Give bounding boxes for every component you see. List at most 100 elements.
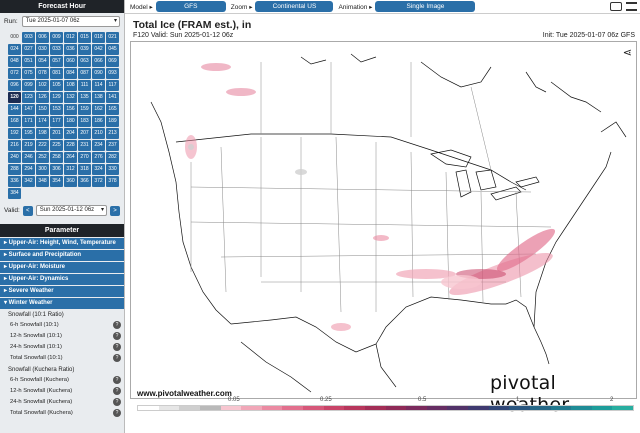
forecast-hour-button[interactable]: 036	[64, 44, 77, 55]
forecast-hour-button[interactable]: 084	[64, 68, 77, 79]
forecast-hour-button[interactable]: 240	[8, 152, 21, 163]
forecast-hour-button[interactable]: 108	[64, 80, 77, 91]
forecast-hour-button[interactable]: 330	[106, 164, 119, 175]
parameter-category[interactable]: ▸ Upper-Air: Dynamics	[0, 274, 124, 285]
forecast-hour-button[interactable]: 294	[22, 164, 35, 175]
forecast-hour-button[interactable]: 156	[64, 104, 77, 115]
forecast-hour-button[interactable]: 066	[92, 56, 105, 67]
forecast-hour-button[interactable]: 222	[36, 140, 49, 151]
forecast-hour-button[interactable]: 030	[36, 44, 49, 55]
forecast-hour-button[interactable]: 189	[106, 116, 119, 127]
forecast-hour-button[interactable]: 093	[106, 68, 119, 79]
forecast-hour-button[interactable]: 069	[106, 56, 119, 67]
forecast-hour-button[interactable]: 225	[50, 140, 63, 151]
forecast-hour-button[interactable]: 111	[78, 80, 91, 91]
forecast-hour-button[interactable]: 186	[92, 116, 105, 127]
forecast-hour-button[interactable]: 048	[8, 56, 21, 67]
forecast-hour-button[interactable]: 168	[8, 116, 21, 127]
forecast-hour-button[interactable]: 216	[8, 140, 21, 151]
parameter-item[interactable]: Total Snowfall (10:1)?	[0, 353, 124, 364]
forecast-hour-button[interactable]: 051	[22, 56, 35, 67]
forecast-hour-button[interactable]: 246	[22, 152, 35, 163]
forecast-hour-button[interactable]: 072	[8, 68, 21, 79]
forecast-hour-button[interactable]: 282	[106, 152, 119, 163]
forecast-hour-button[interactable]: 348	[36, 176, 49, 187]
forecast-hour-button[interactable]: 018	[92, 32, 105, 43]
forecast-hour-button[interactable]: 102	[36, 80, 49, 91]
forecast-hour-button[interactable]: 003	[22, 32, 35, 43]
forecast-hour-button[interactable]: 057	[50, 56, 63, 67]
forecast-hour-button[interactable]: 219	[22, 140, 35, 151]
forecast-hour-button[interactable]: 336	[8, 176, 21, 187]
forecast-hour-button[interactable]: 039	[78, 44, 91, 55]
forecast-hour-button[interactable]: 042	[92, 44, 105, 55]
parameter-category[interactable]: ▸ Surface and Precipitation	[0, 250, 124, 261]
forecast-hour-button[interactable]: 360	[64, 176, 77, 187]
forecast-hour-button[interactable]: 045	[106, 44, 119, 55]
forecast-hour-button[interactable]: 015	[78, 32, 91, 43]
forecast-hour-button[interactable]: 147	[22, 104, 35, 115]
help-icon[interactable]: ?	[113, 387, 121, 395]
forecast-hour-button[interactable]: 201	[50, 128, 63, 139]
forecast-hour-button[interactable]: 252	[36, 152, 49, 163]
forecast-hour-button[interactable]: 234	[92, 140, 105, 151]
forecast-hour-button[interactable]: 027	[22, 44, 35, 55]
share-icon[interactable]: ⋖	[622, 47, 632, 59]
forecast-hour-button[interactable]: 354	[50, 176, 63, 187]
forecast-hour-button[interactable]: 378	[106, 176, 119, 187]
forecast-hour-button[interactable]: 324	[92, 164, 105, 175]
forecast-hour-button[interactable]: 237	[106, 140, 119, 151]
forecast-hour-button[interactable]: 306	[50, 164, 63, 175]
forecast-hour-button[interactable]: 000	[8, 32, 21, 43]
forecast-hour-button[interactable]: 063	[78, 56, 91, 67]
forecast-hour-button[interactable]: 120	[8, 92, 21, 103]
forecast-hour-button[interactable]: 009	[50, 32, 63, 43]
animation-select-button[interactable]: Single Image	[375, 1, 476, 12]
help-icon[interactable]: ?	[113, 376, 121, 384]
parameter-item[interactable]: 6-h Snowfall (Kuchera)?	[0, 375, 124, 386]
forecast-hour-button[interactable]: 204	[64, 128, 77, 139]
forecast-hour-button[interactable]: 135	[78, 92, 91, 103]
forecast-hour-button[interactable]: 318	[78, 164, 91, 175]
forecast-hour-button[interactable]: 114	[92, 80, 105, 91]
valid-next-button[interactable]: >	[110, 205, 120, 216]
help-icon[interactable]: ?	[113, 343, 121, 351]
forecast-hour-button[interactable]: 129	[50, 92, 63, 103]
forecast-hour-button[interactable]: 228	[64, 140, 77, 151]
forecast-hour-button[interactable]: 132	[64, 92, 77, 103]
forecast-hour-button[interactable]: 366	[78, 176, 91, 187]
forecast-hour-button[interactable]: 087	[78, 68, 91, 79]
parameter-category[interactable]: ▾ Winter Weather	[0, 298, 124, 309]
forecast-hour-button[interactable]: 153	[50, 104, 63, 115]
parameter-item[interactable]: 24-h Snowfall (10:1)?	[0, 342, 124, 353]
forecast-hour-button[interactable]: 180	[64, 116, 77, 127]
forecast-hour-button[interactable]: 198	[36, 128, 49, 139]
model-select-button[interactable]: GFS	[155, 1, 226, 12]
forecast-hour-button[interactable]: 054	[36, 56, 49, 67]
parameter-item[interactable]: 12-h Snowfall (Kuchera)?	[0, 386, 124, 397]
zoom-select-button[interactable]: Continental US	[255, 1, 334, 12]
forecast-hour-button[interactable]: 300	[36, 164, 49, 175]
forecast-hour-button[interactable]: 231	[78, 140, 91, 151]
forecast-hour-button[interactable]: 270	[78, 152, 91, 163]
forecast-hour-button[interactable]: 138	[92, 92, 105, 103]
forecast-hour-button[interactable]: 081	[50, 68, 63, 79]
help-icon[interactable]: ?	[113, 321, 121, 329]
keyboard-icon[interactable]	[610, 2, 622, 11]
weather-map[interactable]: ⋖	[130, 41, 637, 399]
parameter-item[interactable]: 12-h Snowfall (10:1)?	[0, 331, 124, 342]
forecast-hour-button[interactable]: 006	[36, 32, 49, 43]
parameter-category[interactable]: ▸ Upper-Air: Moisture	[0, 262, 124, 273]
forecast-hour-button[interactable]: 159	[78, 104, 91, 115]
forecast-hour-button[interactable]: 105	[50, 80, 63, 91]
forecast-hour-button[interactable]: 144	[8, 104, 21, 115]
forecast-hour-button[interactable]: 384	[8, 188, 21, 199]
forecast-hour-button[interactable]: 210	[92, 128, 105, 139]
forecast-hour-button[interactable]: 213	[106, 128, 119, 139]
forecast-hour-button[interactable]: 258	[50, 152, 63, 163]
forecast-hour-button[interactable]: 090	[92, 68, 105, 79]
parameter-item[interactable]: 24-h Snowfall (Kuchera)?	[0, 397, 124, 408]
forecast-hour-button[interactable]: 162	[92, 104, 105, 115]
help-icon[interactable]: ?	[113, 409, 121, 417]
valid-select[interactable]: Sun 2025-01-12 06z	[35, 205, 107, 216]
